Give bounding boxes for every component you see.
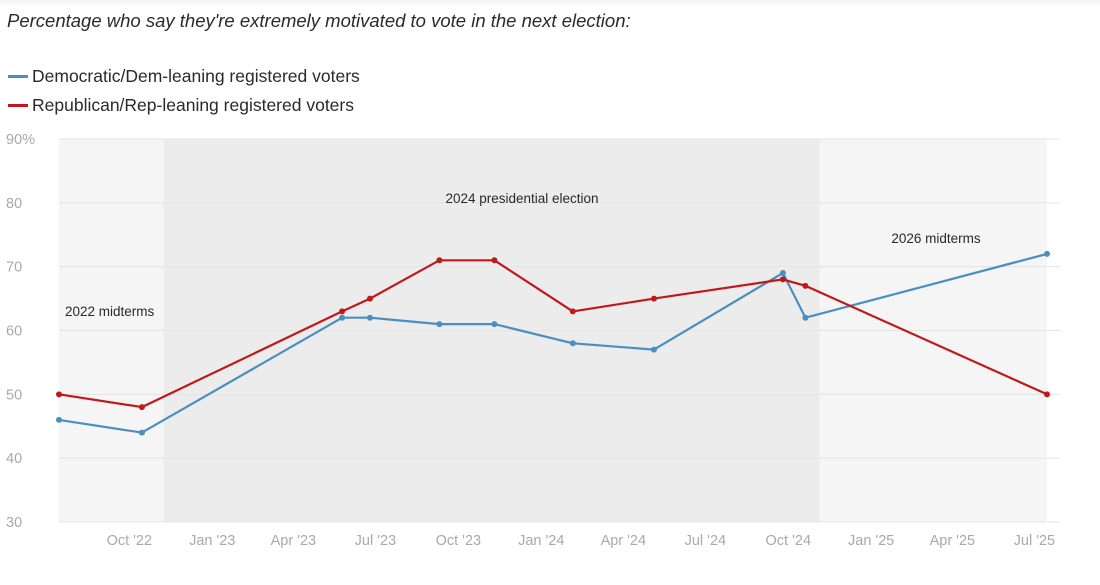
democratic-point	[779, 270, 786, 277]
x-tick-label: Jan '25	[848, 533, 894, 549]
republican-point	[802, 282, 809, 289]
democratic-point	[491, 321, 498, 328]
legend-swatch-democratic	[8, 75, 28, 78]
x-tick-label: Jul '24	[685, 533, 726, 549]
y-tick-label: 40	[6, 451, 22, 467]
x-tick-label: Apr '25	[930, 533, 976, 549]
democratic-point	[138, 429, 145, 436]
x-tick-label: Jul '25	[1014, 533, 1055, 549]
y-tick-label: 30	[6, 515, 22, 531]
republican-point	[650, 295, 657, 302]
republican-point	[339, 308, 346, 315]
x-tick-label: Jan '23	[189, 533, 235, 549]
y-tick-label: 50	[6, 387, 22, 403]
x-tick-label: Jan '24	[518, 533, 564, 549]
x-tick-label: Oct '22	[107, 533, 152, 549]
legend-item-republican: Republican/Rep-leaning registered voters	[8, 91, 360, 120]
democratic-point	[339, 314, 346, 321]
legend-label-republican: Republican/Rep-leaning registered voters	[32, 95, 354, 115]
democratic-point	[569, 340, 576, 347]
democratic-point	[367, 314, 374, 321]
republican-point	[569, 308, 576, 315]
legend: Democratic/Dem-leaning registered voters…	[8, 62, 360, 120]
republican-point	[138, 404, 145, 411]
republican-point	[491, 257, 498, 264]
period-label: 2024 presidential election	[445, 191, 598, 206]
democratic-point	[56, 416, 62, 423]
period-label: 2026 midterms	[891, 231, 981, 246]
democratic-point	[436, 321, 443, 328]
chart-title: Percentage who say they're extremely mot…	[7, 10, 631, 31]
democratic-point	[802, 314, 809, 321]
x-tick-label: Oct '23	[436, 533, 481, 549]
x-tick-label: Jul '23	[355, 533, 396, 549]
legend-label-democratic: Democratic/Dem-leaning registered voters	[32, 66, 360, 86]
republican-point	[779, 276, 786, 283]
republican-point	[436, 257, 443, 264]
top-fade	[0, 0, 1100, 6]
y-tick-label: 80	[6, 196, 22, 212]
x-tick-label: Apr '23	[271, 533, 317, 549]
y-tick-label: 90%	[6, 132, 35, 148]
y-tick-label: 70	[6, 260, 22, 276]
republican-point	[1044, 391, 1050, 398]
legend-swatch-republican	[8, 104, 28, 107]
republican-point	[367, 295, 374, 302]
x-tick-label: Oct '24	[766, 533, 811, 549]
period-label: 2022 midterms	[65, 304, 155, 319]
legend-item-democratic: Democratic/Dem-leaning registered voters	[8, 62, 360, 91]
democratic-point	[1044, 250, 1050, 257]
y-tick-label: 60	[6, 324, 22, 340]
democratic-point	[650, 346, 657, 353]
republican-point	[56, 391, 62, 398]
x-tick-label: Apr '24	[601, 533, 647, 549]
